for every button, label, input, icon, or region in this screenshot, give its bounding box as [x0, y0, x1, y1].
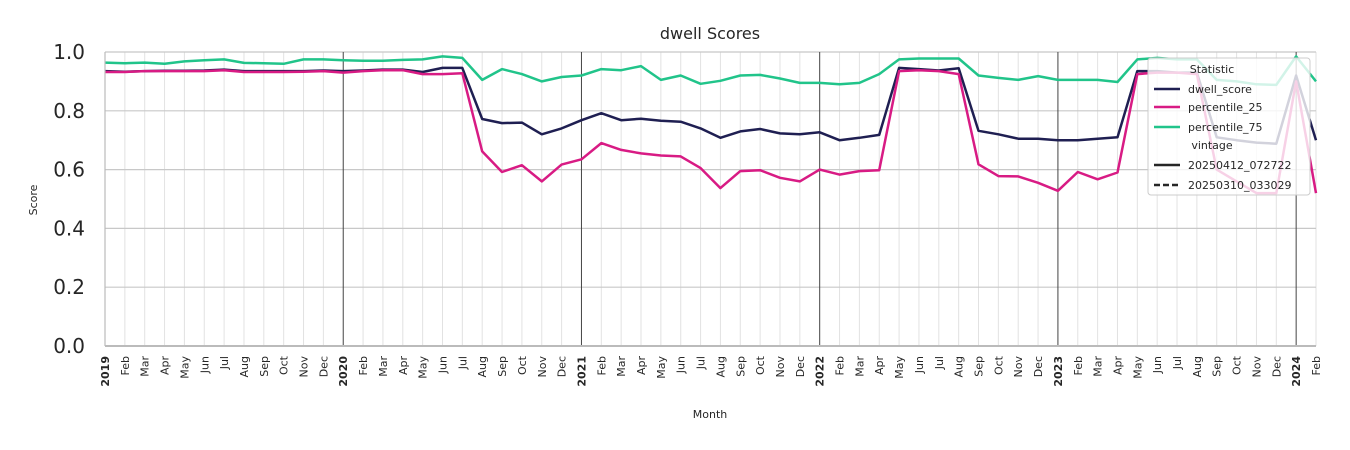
- x-tick-label-month: Apr: [159, 356, 172, 376]
- x-tick-label-month: Dec: [317, 356, 330, 377]
- x-tick-label-month: Nov: [536, 356, 549, 378]
- x-tick-label-month: Nov: [1250, 356, 1263, 378]
- axes-layer: 0.0 0.2 0.4 0.6 0.8 1.0 2019 Feb Mar Apr May Jun Jul…: [53, 40, 1323, 387]
- x-tick-label-month: Jun: [675, 356, 688, 374]
- x-tick-label-month: Jul: [456, 356, 469, 370]
- legend-box: [1147, 57, 1311, 196]
- x-tick-label-month: Dec: [1270, 356, 1283, 377]
- x-tick-label-month: Aug: [238, 356, 251, 377]
- y-tick-label: 0.2: [53, 275, 85, 299]
- x-tick-label-month: Aug: [1191, 356, 1204, 377]
- x-tick-label-month: Feb: [119, 356, 132, 375]
- x-tick-label-month: Dec: [556, 356, 569, 377]
- x-tick-label-month: Jul: [695, 356, 708, 370]
- y-tick-label: 0.4: [53, 216, 85, 240]
- legend-vintage-title: vintage: [1191, 139, 1233, 152]
- legend-label-dwell-score: dwell_score: [1188, 83, 1252, 96]
- legend-label-percentile-75: percentile_75: [1188, 121, 1263, 134]
- legend-label-vintage-2: 20250310_033029: [1188, 179, 1291, 192]
- legend-label-vintage-1: 20250412_072722: [1188, 159, 1291, 172]
- x-tick-label-month: Oct: [1231, 355, 1244, 375]
- y-tick-label: 1.0: [53, 40, 85, 64]
- x-tick-label-month: Nov: [298, 356, 311, 378]
- x-tick-label-month: Apr: [635, 356, 648, 376]
- x-tick-label-month: Dec: [1032, 356, 1045, 377]
- x-tick-label-month: May: [417, 356, 430, 379]
- x-tick-label-month: Mar: [139, 356, 152, 377]
- lines-layer: [104, 55, 1318, 195]
- x-tick-label-month: Aug: [953, 356, 966, 377]
- x-tick-label-month: Mar: [377, 356, 390, 377]
- x-tick-label-month: Feb: [357, 356, 370, 375]
- x-tick-label-month: May: [893, 356, 906, 379]
- x-tick-label-month: Aug: [476, 356, 489, 377]
- x-tick-label-month: Jun: [1151, 356, 1164, 374]
- y-tick-label: 0.0: [53, 334, 85, 358]
- x-tick-label-month: Aug: [714, 356, 727, 377]
- x-tick-label-month: Feb: [1310, 356, 1323, 375]
- x-tick-label-year: 2020: [337, 356, 350, 387]
- x-tick-label-month: Jul: [218, 356, 231, 370]
- x-tick-label-year: 2024: [1290, 356, 1303, 387]
- x-tick-label-month: Feb: [1072, 356, 1085, 375]
- x-tick-label-month: Feb: [834, 356, 847, 375]
- x-tick-label-month: Mar: [853, 356, 866, 377]
- x-tick-label-month: Dec: [794, 356, 807, 377]
- x-tick-label-month: Mar: [615, 356, 628, 377]
- series-line-percentile-25: [105, 68, 1318, 195]
- x-tick-label-month: Apr: [397, 356, 410, 376]
- x-tick-label-month: Oct: [516, 355, 529, 375]
- y-axis-title: Score: [27, 184, 40, 215]
- x-tick-label-month: Jun: [198, 356, 211, 374]
- series-line-dwell-score: [104, 66, 1318, 145]
- x-tick-label-month: Jun: [437, 356, 450, 374]
- x-tick-label-year: 2022: [814, 356, 827, 387]
- x-tick-label-month: Oct: [278, 355, 291, 375]
- grid-layer: [104, 51, 1317, 347]
- x-tick-label-month: Nov: [774, 356, 787, 378]
- x-tick-label-month: Sep: [496, 356, 509, 377]
- x-axis-title: Month: [693, 408, 728, 421]
- x-tick-label-month: Oct: [992, 355, 1005, 375]
- series-line-percentile-75: [104, 55, 1317, 87]
- x-tick-label-year: 2023: [1052, 356, 1065, 387]
- legend-label-percentile-25: percentile_25: [1188, 101, 1263, 114]
- x-tick-label-month: Jul: [1171, 356, 1184, 370]
- x-tick-label-month: Oct: [754, 355, 767, 375]
- x-tick-label-month: Sep: [1211, 356, 1224, 377]
- legend-statistic-title: Statistic: [1190, 63, 1235, 76]
- x-tick-label-month: Feb: [595, 356, 608, 375]
- x-tick-label-month: Sep: [734, 356, 747, 377]
- x-tick-label-month: Sep: [973, 356, 986, 377]
- x-tick-label-month: Apr: [1112, 356, 1125, 376]
- x-tick-label-month: Jun: [913, 356, 926, 374]
- x-tick-label-month: Mar: [1092, 356, 1105, 377]
- x-tick-label-month: May: [1131, 356, 1144, 379]
- x-tick-label-month: Apr: [873, 356, 886, 376]
- y-tick-label: 0.6: [53, 158, 85, 182]
- x-tick-label-month: Sep: [258, 356, 271, 377]
- legend: Statistic dwell_score percentile_25 perc…: [1147, 57, 1311, 196]
- y-tick-label: 0.8: [53, 99, 85, 123]
- x-tick-label-month: May: [178, 356, 191, 379]
- x-tick-label-year: 2021: [576, 356, 589, 387]
- chart-title: dwell Scores: [660, 24, 760, 43]
- x-tick-label-month: May: [655, 356, 668, 379]
- x-tick-label-year: 2019: [99, 356, 112, 387]
- x-tick-label-month: Jul: [933, 356, 946, 370]
- x-tick-label-month: Nov: [1012, 356, 1025, 378]
